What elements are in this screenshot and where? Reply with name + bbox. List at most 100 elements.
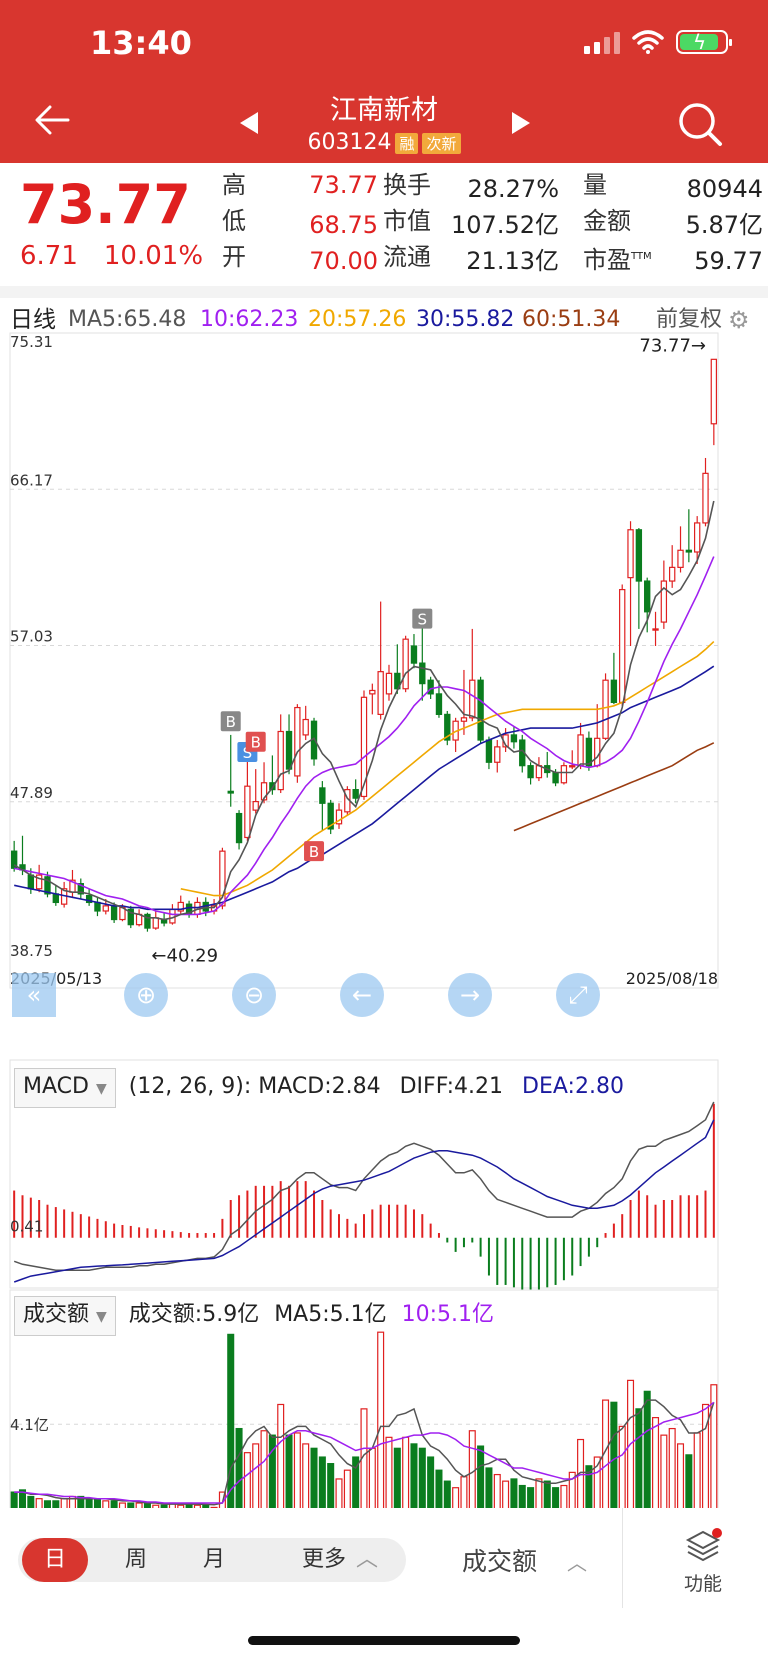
volume-bar (552, 1487, 560, 1508)
candle (619, 588, 626, 704)
volume-bar (710, 1384, 718, 1508)
candle (44, 876, 51, 895)
candle (552, 771, 559, 784)
candle (477, 679, 484, 741)
status-time: 13:40 (90, 24, 192, 62)
volume-chart[interactable]: 4.1亿 (9, 1289, 719, 1508)
settings-gear-icon[interactable]: ⚙ (728, 306, 750, 334)
chevron-up-icon[interactable]: ︿ (355, 1547, 378, 1572)
pan-left-icon[interactable]: ← (340, 973, 384, 1017)
tag-margin: 融 (395, 132, 419, 154)
back-arrow-icon[interactable] (32, 100, 72, 140)
volume-bar (468, 1430, 476, 1508)
candle (685, 549, 693, 553)
volume-bar (318, 1456, 326, 1508)
volume-bar (260, 1430, 268, 1508)
period-month[interactable]: 月 (202, 1547, 225, 1572)
stat-value-high: 73.77 (309, 171, 378, 199)
button-glyph: ← (352, 981, 372, 1009)
candle (627, 529, 634, 579)
button-bg (556, 973, 600, 1017)
ma20-legend: 20:57.26 (308, 307, 407, 332)
indicator-selector[interactable]: 成交额 ︿ (462, 1542, 587, 1578)
volume-bar (268, 1434, 276, 1508)
volume-bar (543, 1480, 551, 1508)
diff-line (13, 1101, 715, 1271)
kline-chart[interactable]: 75.3166.1757.0347.8938.75BSBBS73.77→←40.… (9, 332, 719, 989)
signal-icon (584, 32, 620, 54)
candle (419, 662, 426, 685)
volume-bar (343, 1469, 351, 1508)
y-tick-label: 75.31 (10, 333, 53, 351)
volume-bar (85, 1498, 93, 1508)
trade-marker (245, 731, 266, 752)
volume-bar (418, 1447, 426, 1508)
volume-bar (493, 1473, 501, 1508)
volume-bar (127, 1502, 135, 1508)
volume-bar (402, 1436, 410, 1508)
volume-bar (518, 1484, 526, 1508)
candle (444, 713, 451, 741)
candle (110, 905, 118, 921)
volume-bar (177, 1504, 185, 1508)
period-more[interactable]: 更多 (301, 1547, 346, 1572)
volume-bar (701, 1403, 710, 1508)
candle (427, 679, 434, 695)
volume-bar (285, 1434, 293, 1508)
volume-selector-label: 成交额 (23, 1302, 90, 1327)
macd-frame (9, 1059, 719, 1289)
candle (369, 689, 376, 695)
volume-bar (535, 1478, 543, 1508)
candle (35, 874, 43, 890)
volume-bar (277, 1403, 285, 1508)
volume-bar (18, 1489, 27, 1508)
volume-selector[interactable]: 成交额 ▼ (14, 1296, 116, 1336)
volume-bar (360, 1408, 368, 1508)
volume-bar (377, 1331, 385, 1508)
trade-marker (412, 608, 433, 629)
candle (635, 529, 643, 582)
candle (469, 679, 476, 719)
collapse-left-icon[interactable]: « (12, 973, 56, 1017)
volume-bar (52, 1500, 60, 1508)
volume-bar (118, 1502, 126, 1508)
volume-bar (635, 1408, 643, 1508)
fullscreen-icon[interactable]: ⤢ (556, 973, 600, 1017)
separator (622, 1508, 623, 1608)
candle (285, 730, 293, 770)
prev-stock-icon[interactable] (240, 112, 258, 134)
home-indicator (248, 1636, 520, 1645)
stat-value-volume: 80944 (686, 175, 763, 203)
volume-bar (693, 1432, 701, 1508)
stat-value-amount: 5.87亿 (685, 211, 763, 239)
volume-frame (9, 1289, 719, 1508)
stat-col-1: 高 73.77 低 68.75 开 70.00 (222, 167, 378, 275)
period-day[interactable]: 日 (22, 1538, 88, 1582)
volume-bar (443, 1480, 451, 1508)
candle (527, 765, 534, 779)
candle (693, 522, 701, 553)
trade-marker-label: S (243, 744, 253, 762)
candle (652, 628, 659, 631)
zoom-out-icon[interactable]: ⊖ (232, 973, 276, 1017)
search-icon[interactable] (676, 100, 724, 148)
zoom-in-icon[interactable]: ⊕ (124, 973, 168, 1017)
volume-bar (35, 1498, 43, 1508)
volume-bar (252, 1443, 260, 1508)
candle (177, 901, 184, 912)
adjust-selector[interactable]: 前复权 (656, 307, 723, 332)
candle (460, 717, 468, 722)
period-week[interactable]: 周 (124, 1547, 147, 1572)
tag-new-listing: 次新 (422, 132, 461, 154)
candle (485, 739, 493, 763)
macd-selector[interactable]: MACD ▼ (14, 1068, 116, 1108)
pan-right-icon[interactable]: → (448, 973, 492, 1017)
candle (510, 734, 518, 743)
macd-chart[interactable]: 0.41 (9, 1059, 719, 1290)
volume-bar (668, 1427, 676, 1508)
stat-label-float-cap: 流通 (383, 243, 431, 271)
chart-toolbar: « ⊕ ⊖ ← → ⤢ (12, 973, 600, 1017)
next-stock-icon[interactable] (512, 112, 530, 134)
function-button[interactable]: 功能 (668, 1528, 738, 1596)
candle (252, 800, 259, 811)
